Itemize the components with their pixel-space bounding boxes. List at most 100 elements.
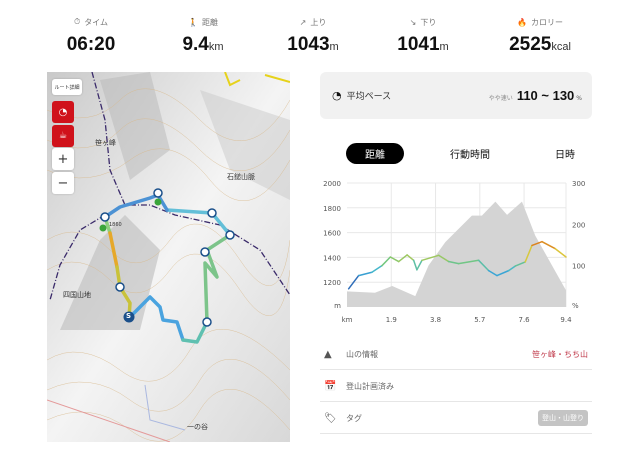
arrow-down-right-icon: ↘	[409, 17, 417, 27]
stat-label: 下り	[420, 17, 437, 27]
start-marker[interactable]	[123, 311, 135, 323]
pace-line-segment	[524, 244, 533, 263]
x-axis-label: km	[342, 316, 353, 324]
pace-line-segment	[389, 256, 400, 263]
tab-distance[interactable]: 距離	[346, 143, 404, 164]
y-axis-label: m	[334, 302, 341, 310]
elevation-area	[347, 201, 566, 307]
pace-line-segment	[421, 254, 440, 262]
summit-marker	[154, 198, 162, 206]
pace-line-segment	[416, 259, 423, 271]
pace-line-segment	[487, 269, 498, 277]
map-label-range: 四国山地	[63, 291, 91, 299]
x-tick-label: 5.7	[474, 316, 485, 324]
x-tick-label: 7.6	[518, 316, 530, 324]
x-tick-label: 1.9	[386, 316, 397, 324]
pace-line-segment	[357, 271, 373, 277]
pace-line-segment	[371, 264, 383, 274]
minus-icon: −	[57, 175, 69, 191]
map-canvas	[47, 72, 290, 442]
y2-tick-label: 300	[572, 180, 585, 188]
y-tick-label: 1200	[323, 279, 341, 287]
pace-line-segment	[496, 269, 510, 277]
pace-line-segment	[381, 256, 392, 267]
map-label-elevation: 1860	[109, 222, 122, 228]
row-plan[interactable]: 📅 登山計画済み	[320, 371, 592, 402]
row-label: タグ	[346, 413, 362, 423]
average-pace-card: ◔ 平均ペース やや速い 110 ~ 130 %	[320, 72, 592, 119]
row-label: 登山計画済み	[346, 381, 394, 391]
chart-tabs: 距離 行動時間 日時	[320, 143, 592, 165]
row-mountain-info[interactable]: ▲ 山の情報 笹ヶ峰・ちち山	[320, 339, 592, 370]
stat-value: 1041	[397, 34, 440, 55]
route-detail-button[interactable]: ルート詳細	[52, 79, 82, 95]
speedometer-icon: ◔	[58, 106, 68, 118]
stat-value: 2525	[509, 34, 552, 55]
stat-value: 06:20	[66, 34, 116, 55]
stat-value: 9.4	[182, 34, 209, 55]
speedometer-button[interactable]: ◔	[52, 101, 74, 123]
y-tick-label: 1600	[323, 230, 341, 238]
stat-calories: 🔥 カロリー 2525kcal	[485, 16, 595, 56]
y2-tick-label: 100	[572, 263, 585, 271]
row-label: 山の情報	[346, 349, 378, 359]
cup-icon: ☕	[58, 131, 68, 141]
y-tick-label: 2000	[323, 180, 341, 188]
pace-line-segment	[457, 259, 480, 265]
tab-active-time[interactable]: 行動時間	[440, 143, 500, 164]
elevation-pace-chart[interactable]: 2000 1800 1600 1400 1200 1.9 3.8 5.7 7.6 9.4 300 20…	[315, 175, 585, 325]
stat-label: 上り	[310, 17, 327, 27]
flame-icon: 🔥	[517, 17, 527, 27]
stat-time: ⏱ タイム 06:20	[36, 16, 146, 56]
tag-icon: 🏷	[324, 412, 337, 424]
pace-value: 110 ~ 130	[516, 88, 575, 103]
waypoint-markers[interactable]	[100, 188, 235, 327]
pace-line-segment	[531, 240, 543, 247]
stat-label: 距離	[201, 17, 218, 27]
row-tags[interactable]: 🏷 タグ 登山・山登り	[320, 403, 592, 434]
y2-tick-label: 200	[572, 221, 585, 229]
plus-icon: +	[57, 151, 69, 167]
stat-label: カロリー	[530, 17, 563, 27]
pace-line-segment	[541, 240, 557, 250]
stat-ascent: ↗ 上り 1043m	[258, 16, 368, 56]
zoom-in-button[interactable]: +	[52, 148, 74, 170]
pace-line-segment	[412, 259, 418, 271]
calendar-icon: 📅	[324, 380, 337, 392]
pace-qualifier: やや速い	[488, 95, 513, 102]
x-tick-label: 9.4	[560, 316, 572, 324]
tag-chip[interactable]: 登山・山登り	[538, 410, 588, 426]
mountain-icon: ▲	[324, 348, 332, 360]
route-detail-label: ルート詳細	[54, 84, 80, 91]
route-map[interactable]: ルート詳細 ◔ ☕ + − 笹ヶ峰 1860 石鎚山脈 四国山地 一の谷 S	[47, 72, 290, 442]
pace-line-segment	[397, 254, 408, 263]
y-tick-label: 1800	[323, 205, 341, 213]
zoom-out-button[interactable]: −	[52, 172, 74, 194]
pace-line-segment	[447, 260, 460, 265]
pace-unit: %	[576, 95, 582, 102]
stat-unit: km	[208, 41, 224, 53]
stat-value: 1043	[287, 34, 330, 55]
tab-datetime[interactable]: 日時	[545, 143, 585, 164]
stat-descent: ↘ 下り 1041m	[368, 16, 478, 56]
summit-marker	[99, 224, 107, 232]
tab-label: 日時	[555, 150, 575, 161]
arrow-up-right-icon: ↗	[299, 17, 307, 27]
tab-label: 行動時間	[450, 150, 490, 161]
pace-line-segment	[406, 254, 415, 262]
pace-line-segment	[507, 265, 516, 272]
tab-label: 距離	[365, 150, 385, 161]
stat-unit: kcal	[551, 41, 571, 53]
stat-label: タイム	[84, 17, 109, 27]
pace-line-segment	[438, 254, 450, 263]
stopwatch-icon: ⏱	[73, 17, 81, 26]
stat-unit: m	[439, 41, 449, 53]
pace-line-segment	[514, 261, 526, 267]
pace-label: 平均ペース	[346, 92, 392, 102]
cup-button[interactable]: ☕	[52, 125, 74, 147]
y-tick-label: 1400	[323, 254, 341, 262]
mountain-link[interactable]: 笹ヶ峰・ちち山	[532, 349, 588, 359]
y2-axis-label: %	[572, 302, 579, 310]
start-label: S	[126, 312, 132, 320]
x-tick-label: 3.8	[430, 316, 441, 324]
